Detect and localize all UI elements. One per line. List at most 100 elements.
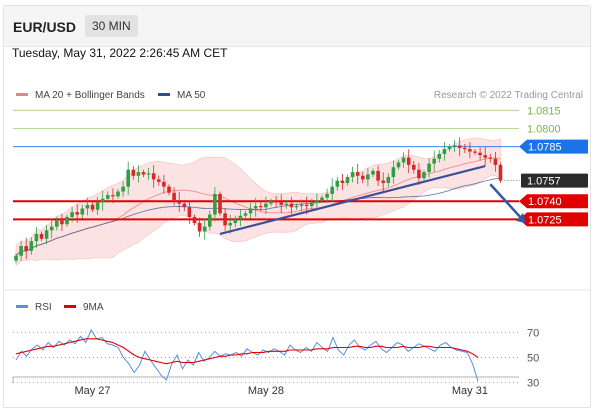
candle-body	[65, 216, 69, 225]
candle-body	[452, 145, 457, 147]
candle-body	[422, 172, 426, 179]
candle-body	[100, 198, 105, 203]
candle-body	[167, 186, 171, 193]
candle-body	[172, 192, 176, 200]
candle-body	[427, 163, 431, 173]
level-label-box-2	[519, 139, 588, 154]
candle-body	[371, 170, 375, 175]
candle-body	[437, 153, 442, 159]
candle-body	[19, 246, 23, 256]
candle-body	[478, 152, 482, 156]
candle-body	[131, 169, 136, 176]
x-tick-label-0: May 27	[74, 385, 110, 397]
candle-body	[141, 172, 146, 175]
candle-body	[269, 201, 273, 204]
x-tick-label-1: May 28	[248, 385, 284, 397]
candle-body	[243, 213, 248, 216]
price-label-box	[521, 173, 588, 188]
candle-body	[228, 223, 232, 226]
forecast-arrow	[489, 183, 523, 220]
candle-body	[279, 202, 283, 205]
candle-body	[80, 208, 85, 215]
candle-body	[335, 180, 340, 187]
candle-body	[498, 164, 503, 181]
candle-body	[488, 157, 493, 159]
candle-body	[315, 200, 319, 203]
candle-body	[350, 172, 355, 177]
candle-body	[310, 202, 314, 207]
level-label-2: 1.0785	[528, 142, 562, 154]
candle-body	[34, 233, 39, 242]
candle-body	[432, 158, 436, 164]
forecast-arrow-head	[516, 213, 526, 224]
candle-body	[248, 208, 253, 214]
candle-body	[136, 172, 141, 176]
candle-body	[483, 155, 487, 158]
price-label: 1.0757	[527, 176, 561, 188]
watermark: Research © 2022 Trading Central	[434, 90, 583, 101]
candle-body	[468, 149, 472, 152]
trendline	[219, 164, 486, 236]
candle-body	[111, 195, 115, 197]
legend-label-9ma: 9MA	[83, 302, 104, 313]
candle-body	[330, 186, 334, 194]
candle-body	[376, 170, 380, 181]
candle-body	[457, 145, 462, 148]
rsi-tick-50: 50	[527, 353, 539, 365]
level-label-0: 1.0815	[527, 105, 561, 117]
candle-body	[223, 213, 227, 226]
candle-body	[218, 193, 222, 214]
candle-body	[116, 191, 120, 197]
candle-body	[412, 164, 416, 170]
level-label-4: 1.0740	[528, 196, 562, 208]
candle-body	[493, 158, 498, 165]
candle-body	[381, 180, 385, 184]
candle-body	[121, 186, 125, 192]
candle-body	[192, 216, 197, 224]
candle-body	[187, 207, 192, 217]
candle-body	[304, 204, 309, 207]
candle-body	[44, 230, 49, 239]
candle-body	[366, 174, 370, 180]
candle-body	[126, 169, 130, 187]
candle-body	[299, 204, 304, 207]
candle-body	[396, 162, 401, 168]
candle-body	[151, 173, 156, 180]
rsi-tick-30: 30	[527, 378, 539, 390]
level-label-5: 1.0725	[528, 214, 562, 226]
candle-body	[39, 233, 44, 239]
chart-panel: EUR/USD 30 MIN	[3, 5, 591, 408]
candle-body	[60, 220, 64, 225]
candle-body	[417, 169, 421, 179]
candle-body	[361, 175, 365, 180]
candle-body	[345, 176, 350, 184]
candle-body	[340, 180, 345, 184]
candle-body	[157, 179, 161, 182]
candle-body	[24, 246, 28, 251]
candle-body	[202, 226, 207, 232]
interval-badge[interactable]: 30 MIN	[85, 15, 138, 37]
candle-body	[197, 223, 202, 232]
legend-label-rsi: RSI	[35, 302, 52, 313]
candle-body	[463, 147, 467, 150]
candle-body	[75, 212, 79, 215]
candle-body	[238, 215, 243, 220]
candle-body	[29, 241, 34, 251]
rsi-tick-70: 70	[527, 328, 539, 340]
candle-body	[182, 203, 187, 208]
candle-body	[55, 220, 59, 227]
chart-header: EUR/USD 30 MIN	[4, 6, 590, 47]
candle-body	[386, 176, 391, 184]
candle-body	[49, 226, 54, 231]
candle-body	[401, 157, 406, 163]
candle-body	[325, 193, 329, 198]
candle-body	[294, 206, 299, 208]
candle-body	[70, 212, 74, 217]
candle-body	[213, 193, 217, 215]
candle-body	[289, 203, 294, 208]
timestamp: Tuesday, May 31, 2022 2:26:45 AM CET	[12, 46, 228, 60]
candle-body	[447, 146, 452, 150]
legend-swatch-rsi	[16, 305, 28, 308]
legend-label-ma50: MA 50	[177, 90, 206, 101]
